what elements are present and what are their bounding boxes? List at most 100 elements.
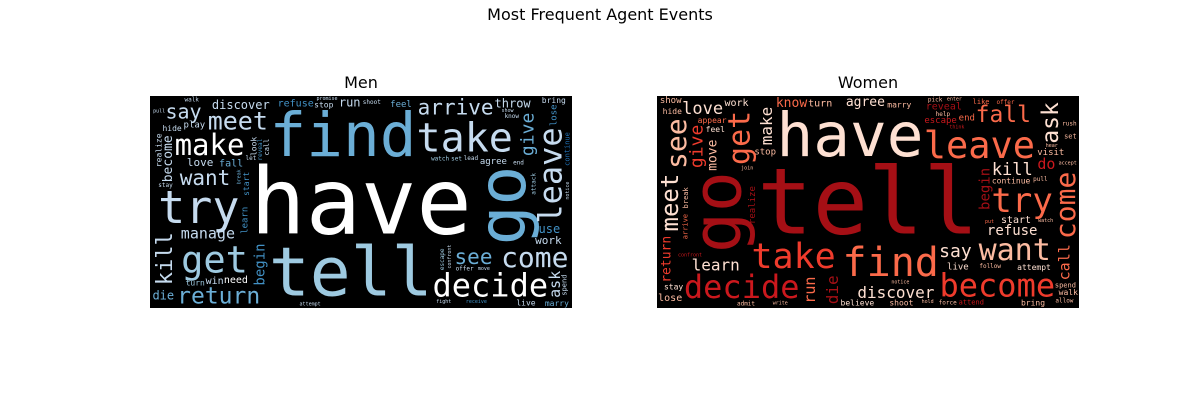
cloud-word: ask [1038, 102, 1064, 144]
cloud-word: reveal [257, 138, 264, 160]
cloud-word: give [518, 113, 539, 156]
cloud-word: call [1056, 244, 1074, 280]
cloud-word: attack [530, 173, 537, 195]
cloud-word: pull [153, 109, 165, 115]
cloud-word: play [184, 121, 206, 131]
cloud-word: come [1049, 172, 1079, 239]
cloud-word: refuse [278, 98, 314, 109]
cloud-word: make [757, 107, 776, 146]
cloud-word: agree [480, 157, 507, 167]
cloud-word: show [660, 96, 682, 106]
cloud-word: move [478, 266, 490, 272]
cloud-word: win [206, 276, 224, 287]
cloud-word: reveal [926, 102, 962, 113]
cloud-word: tell [757, 149, 979, 256]
cloud-word: notice [891, 280, 909, 286]
cloud-word: kill [153, 232, 178, 285]
cloud-word: love [187, 156, 214, 169]
cloud-word: watch [1038, 218, 1053, 224]
women-wordcloud: tell have go find leave take try become decide wa… [657, 96, 1079, 308]
cloud-word: let [245, 155, 256, 162]
men-cloud-title: Men [344, 73, 378, 92]
women-cloud-title: Women [837, 73, 899, 92]
cloud-word: meet [208, 107, 268, 136]
cloud-word: ask [546, 271, 564, 298]
cloud-word: try [991, 181, 1052, 221]
cloud-word: begin [977, 168, 993, 210]
cloud-word: appear [698, 116, 727, 125]
cloud-word: move [706, 139, 721, 170]
cloud-word: start [1001, 215, 1031, 226]
cloud-word: call [263, 139, 271, 156]
cloud-word: think [949, 124, 964, 130]
cloud-word: become [161, 135, 176, 182]
cloud-word: see [455, 245, 493, 269]
cloud-word: shoot [889, 299, 913, 308]
cloud-word: lose [658, 293, 682, 304]
cloud-word: believe [841, 298, 875, 307]
cloud-word: attend [959, 299, 984, 307]
cloud-word: promise [316, 96, 337, 102]
cloud-word: visit [1037, 148, 1064, 158]
cloud-word: tell [269, 233, 433, 308]
cloud-word: escape [439, 248, 446, 270]
cloud-word: end [959, 114, 975, 124]
cloud-word: realize [154, 133, 163, 167]
cloud-word: die [823, 275, 842, 304]
cloud-word: agree [846, 96, 885, 110]
cloud-word: marry [887, 101, 911, 110]
cloud-word: put [985, 219, 994, 225]
cloud-word: lead [464, 155, 479, 162]
cloud-word: come [501, 241, 568, 274]
cloud-word: get [181, 239, 248, 282]
cloud-word: bring [542, 96, 566, 105]
cloud-word: try [158, 181, 239, 234]
cloud-word: throw [495, 96, 532, 110]
cloud-word: notice [565, 182, 571, 200]
cloud-word: give [687, 125, 708, 168]
cloud-word: shoot [363, 99, 381, 106]
cloud-word: break [682, 186, 690, 208]
cloud-word: use [539, 222, 561, 236]
cloud-word: spend [1055, 282, 1076, 290]
cloud-word: run [339, 96, 361, 110]
cloud-word: decide [684, 268, 800, 306]
cloud-word: return [177, 284, 260, 309]
cloud-word: show [501, 108, 514, 114]
figure-title: Most Frequent Agent Events [487, 5, 713, 24]
cloud-word: confront [447, 245, 453, 269]
cloud-word: find [843, 240, 939, 286]
cloud-word: decide [433, 267, 549, 305]
cloud-word: live [516, 298, 535, 307]
cloud-word: pull [1033, 176, 1048, 183]
cloud-word: die [152, 288, 174, 302]
cloud-word: work [724, 98, 748, 109]
cloud-word: kill [992, 160, 1033, 180]
cloud-word: force [939, 299, 957, 306]
cloud-word: discover [857, 283, 934, 302]
cloud-word: want [180, 166, 231, 190]
cloud-word: attempt [300, 301, 321, 307]
cloud-word: escape [924, 116, 957, 126]
cloud-word: learn [241, 207, 251, 234]
cloud-word: work [535, 234, 562, 247]
cloud-word: enter [947, 97, 962, 103]
cloud-word: love [682, 99, 723, 119]
cloud-word: become [940, 267, 1056, 305]
cloud-word: fall [219, 159, 243, 170]
cloud-word: know [776, 96, 807, 111]
cloud-word: know [505, 113, 520, 120]
cloud-word: have [250, 149, 472, 256]
cloud-word: take [751, 237, 835, 277]
cloud-word: offer [456, 266, 474, 273]
cloud-word: hide [663, 107, 682, 116]
cloud-word: hide [162, 124, 181, 133]
cloud-word: live [947, 263, 969, 273]
cloud-word: stay [664, 283, 683, 292]
cloud-word: spend [561, 275, 569, 296]
cloud-word: run [801, 277, 819, 304]
cloud-word: arrive [418, 96, 494, 120]
cloud-word: receive [466, 299, 487, 305]
